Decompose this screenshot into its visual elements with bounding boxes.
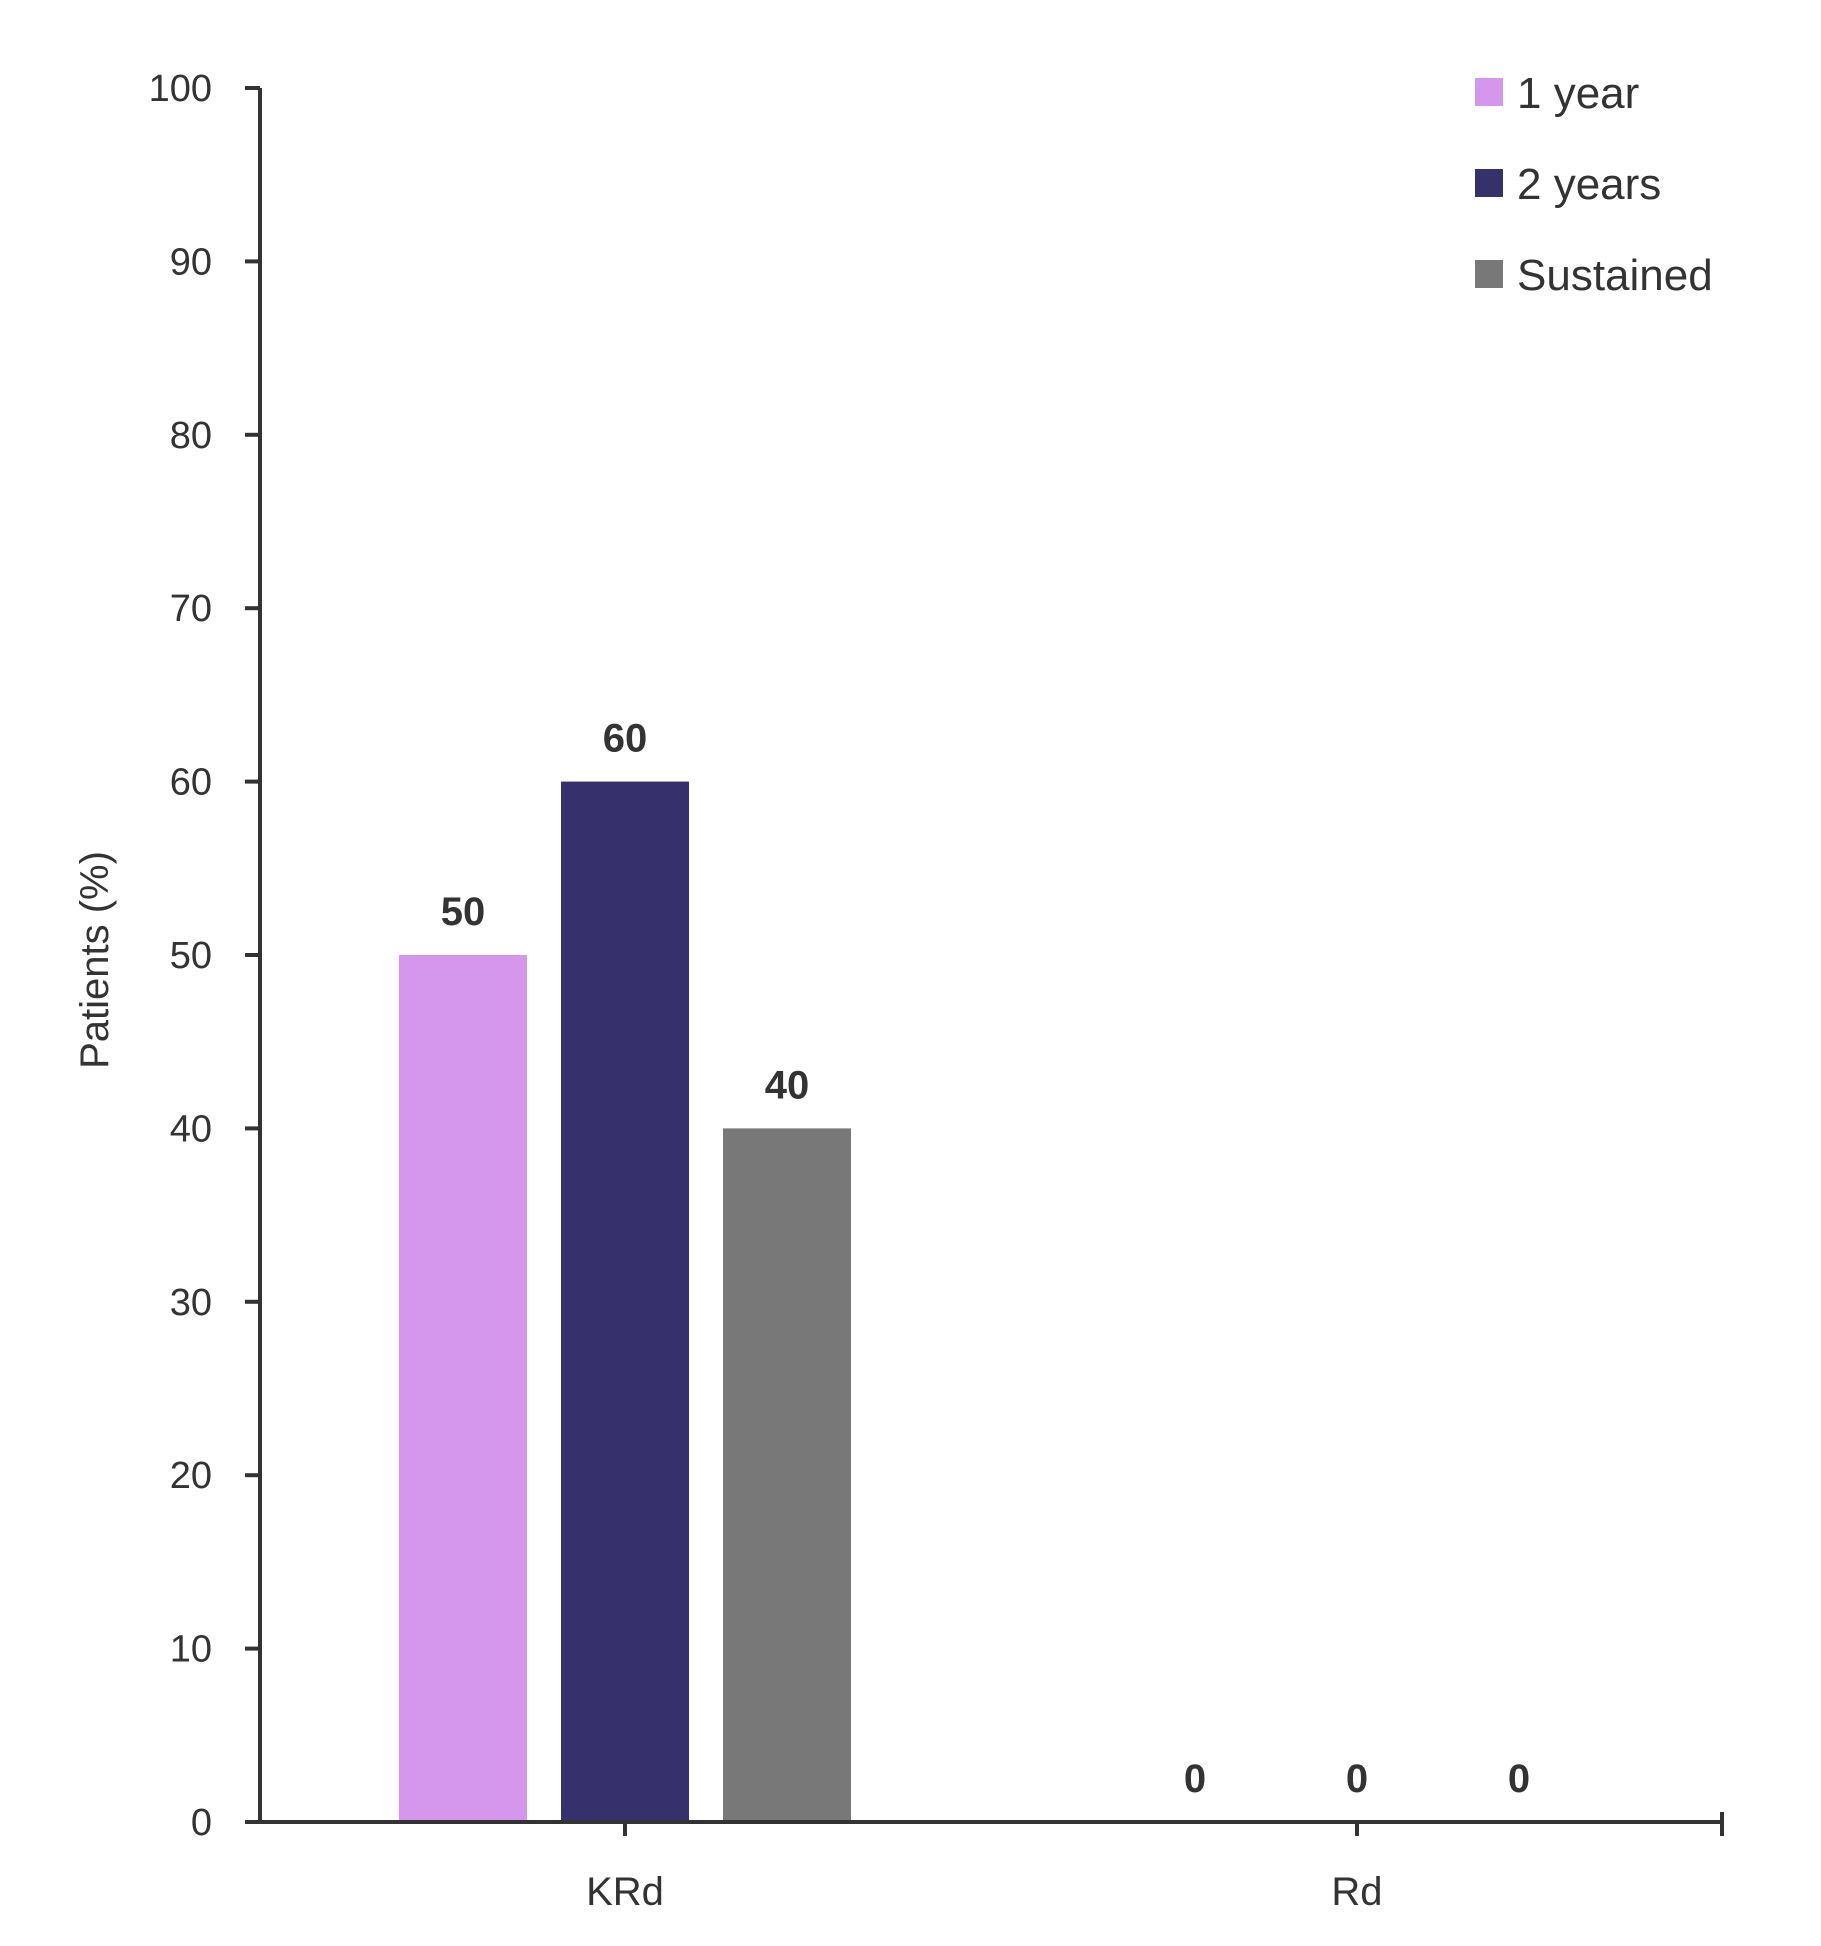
legend-label: 1 year <box>1517 69 1639 118</box>
legend-swatch <box>1475 78 1503 106</box>
y-tick-label: 20 <box>170 1455 212 1497</box>
x-category-label: Rd <box>1331 1870 1382 1914</box>
legend-swatch <box>1475 169 1503 197</box>
y-tick-label: 70 <box>170 588 212 630</box>
legend: 1 year 2 years Sustained <box>1475 69 1713 300</box>
bar-data-label: 0 <box>1346 1757 1368 1801</box>
bars <box>399 781 851 1822</box>
bar-data-label: 40 <box>765 1063 810 1107</box>
bar-krd-2-years <box>561 781 689 1822</box>
legend-label: 2 years <box>1517 160 1661 209</box>
y-tick-label: 10 <box>170 1629 212 1671</box>
y-tick-label: 80 <box>170 415 212 457</box>
data-labels: 50 60 40 0 0 0 <box>441 717 1530 1801</box>
bar-krd-sustained <box>723 1128 851 1822</box>
y-axis-ticks: 0 10 20 30 40 50 60 70 80 90 100 <box>149 68 260 1844</box>
y-axis-title: Patients (%) <box>73 851 117 1069</box>
legend-swatch <box>1475 260 1503 288</box>
x-category-label: KRd <box>586 1870 664 1914</box>
y-tick-label: 0 <box>191 1802 212 1844</box>
y-tick-label: 60 <box>170 762 212 804</box>
bar-data-label: 0 <box>1508 1757 1530 1801</box>
x-axis-ticks: KRd Rd <box>586 1812 1724 1914</box>
y-tick-label: 50 <box>170 935 212 977</box>
bar-krd-1-year <box>399 955 527 1822</box>
bar-data-label: 50 <box>441 890 486 934</box>
y-tick-label: 40 <box>170 1108 212 1150</box>
bar-data-label: 0 <box>1184 1757 1206 1801</box>
bar-data-label: 60 <box>603 717 648 761</box>
y-tick-label: 90 <box>170 241 212 283</box>
y-tick-label: 100 <box>149 68 212 110</box>
legend-label: Sustained <box>1517 251 1713 300</box>
y-tick-label: 30 <box>170 1282 212 1324</box>
